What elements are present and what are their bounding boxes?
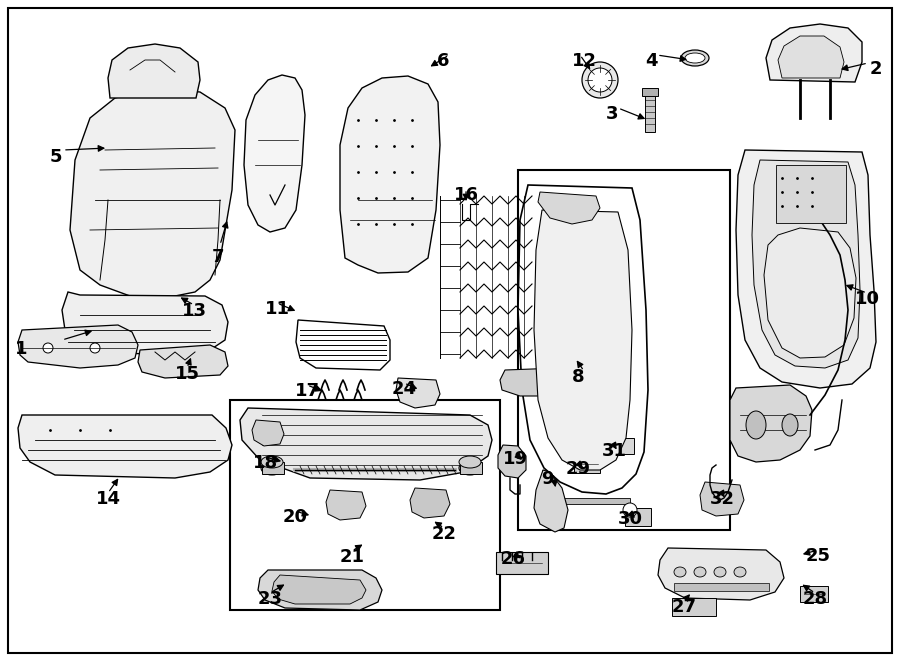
Text: 23: 23	[258, 590, 283, 608]
Text: 16: 16	[454, 186, 479, 204]
Circle shape	[582, 62, 618, 98]
Bar	[625, 508, 651, 526]
PathPatch shape	[70, 88, 235, 298]
Circle shape	[623, 503, 637, 517]
Ellipse shape	[459, 461, 481, 475]
Text: 24: 24	[392, 380, 417, 398]
PathPatch shape	[538, 192, 600, 224]
Ellipse shape	[734, 567, 746, 577]
Bar	[535, 498, 630, 504]
Text: 7: 7	[212, 248, 224, 266]
PathPatch shape	[240, 408, 492, 480]
Circle shape	[90, 343, 100, 353]
PathPatch shape	[540, 470, 562, 524]
Text: 21: 21	[340, 548, 365, 566]
Text: 18: 18	[253, 454, 278, 472]
Text: 1: 1	[15, 340, 28, 358]
PathPatch shape	[730, 385, 812, 462]
Ellipse shape	[261, 461, 283, 475]
PathPatch shape	[252, 420, 284, 446]
Circle shape	[43, 343, 53, 353]
Ellipse shape	[685, 53, 705, 63]
Text: 8: 8	[572, 368, 585, 386]
Text: 29: 29	[566, 460, 591, 478]
PathPatch shape	[340, 76, 440, 273]
Bar	[610, 438, 634, 454]
Ellipse shape	[782, 414, 798, 436]
Text: 30: 30	[618, 510, 643, 528]
PathPatch shape	[518, 185, 648, 494]
Text: 25: 25	[806, 547, 831, 565]
PathPatch shape	[258, 570, 382, 610]
Bar	[800, 586, 828, 602]
Bar	[674, 583, 769, 591]
PathPatch shape	[752, 160, 860, 368]
Ellipse shape	[746, 411, 766, 439]
Text: 2: 2	[870, 60, 883, 78]
Bar	[518, 170, 730, 530]
Ellipse shape	[694, 567, 706, 577]
PathPatch shape	[138, 345, 228, 378]
Text: 13: 13	[182, 302, 207, 320]
Text: 11: 11	[265, 300, 290, 318]
PathPatch shape	[764, 228, 856, 358]
Text: 31: 31	[602, 442, 627, 460]
Text: 19: 19	[503, 450, 528, 468]
Bar	[776, 165, 846, 223]
PathPatch shape	[778, 36, 844, 78]
PathPatch shape	[498, 445, 526, 478]
PathPatch shape	[658, 548, 784, 600]
Text: 22: 22	[432, 525, 457, 543]
Bar	[262, 462, 284, 474]
Text: 12: 12	[572, 52, 597, 70]
PathPatch shape	[62, 292, 228, 355]
Bar	[645, 90, 655, 132]
Ellipse shape	[459, 456, 481, 468]
Text: 14: 14	[96, 490, 121, 508]
PathPatch shape	[272, 575, 366, 604]
Text: 26: 26	[501, 550, 526, 568]
PathPatch shape	[296, 320, 390, 370]
Text: 27: 27	[672, 598, 697, 616]
PathPatch shape	[766, 24, 862, 82]
Text: 6: 6	[437, 52, 449, 70]
PathPatch shape	[700, 482, 744, 516]
PathPatch shape	[108, 44, 200, 98]
PathPatch shape	[326, 490, 366, 520]
Bar	[230, 400, 500, 610]
PathPatch shape	[18, 325, 138, 368]
PathPatch shape	[534, 470, 568, 532]
Text: 3: 3	[606, 105, 618, 123]
Bar	[642, 88, 658, 96]
PathPatch shape	[18, 415, 232, 478]
Text: 10: 10	[855, 290, 880, 308]
PathPatch shape	[396, 378, 440, 408]
Bar	[574, 455, 600, 473]
PathPatch shape	[244, 75, 305, 232]
Ellipse shape	[681, 50, 709, 66]
Text: 9: 9	[541, 470, 554, 488]
Text: 4: 4	[645, 52, 658, 70]
PathPatch shape	[534, 210, 632, 470]
Ellipse shape	[261, 456, 283, 468]
PathPatch shape	[410, 488, 450, 518]
Circle shape	[588, 68, 612, 92]
Bar	[672, 598, 716, 616]
Bar	[460, 462, 482, 474]
PathPatch shape	[500, 368, 578, 396]
Ellipse shape	[714, 567, 726, 577]
Text: 28: 28	[803, 590, 828, 608]
Text: 17: 17	[295, 382, 320, 400]
Text: 32: 32	[710, 490, 735, 508]
Text: 15: 15	[175, 365, 200, 383]
Text: 20: 20	[283, 508, 308, 526]
Bar	[496, 552, 548, 574]
Ellipse shape	[674, 567, 686, 577]
PathPatch shape	[736, 150, 876, 388]
Text: 5: 5	[50, 148, 62, 166]
